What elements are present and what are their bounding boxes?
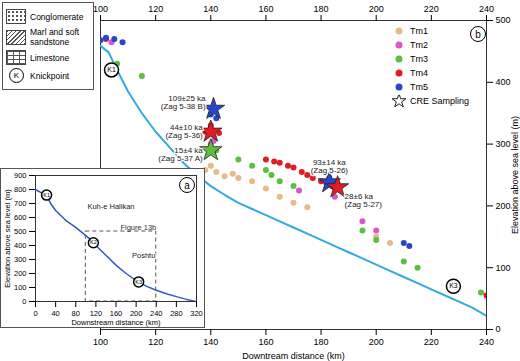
- svg-text:240: 240: [150, 309, 163, 318]
- svg-text:Downtream distance (km): Downtream distance (km): [242, 351, 345, 361]
- svg-text:0: 0: [33, 309, 37, 318]
- html-text:K: K: [13, 71, 20, 80]
- svg-text:100: 100: [496, 263, 511, 273]
- html-text:Tm2: Tm2: [410, 40, 428, 50]
- svg-text:120: 120: [148, 337, 163, 347]
- svg-text:0: 0: [22, 297, 26, 306]
- svg-text:K3: K3: [135, 279, 142, 285]
- svg-text:120: 120: [148, 4, 163, 14]
- svg-text:K1: K1: [107, 66, 116, 73]
- svg-text:80: 80: [72, 309, 80, 318]
- svg-text:200: 200: [14, 269, 27, 278]
- svg-text:100: 100: [14, 283, 27, 292]
- svg-text:160: 160: [258, 4, 273, 14]
- svg-text:15±4 ka(Zag 5-37 A): 15±4 ka(Zag 5-37 A): [158, 146, 203, 163]
- html-text:Conglomerate: Conglomerate: [30, 11, 84, 22]
- svg-text:Elevation above sea level (m): Elevation above sea level (m): [3, 189, 12, 288]
- svg-text:160: 160: [258, 337, 273, 347]
- svg-text:109±25 ka(Zag 5-38 B): 109±25 ka(Zag 5-38 B): [161, 94, 206, 111]
- svg-text:140: 140: [203, 4, 218, 14]
- svg-text:200: 200: [369, 337, 384, 347]
- html-text:CRE Sampling: CRE Sampling: [410, 96, 469, 106]
- svg-text:160: 160: [110, 309, 123, 318]
- svg-text:100: 100: [93, 4, 108, 14]
- svg-text:500: 500: [496, 15, 511, 25]
- svg-text:0: 0: [496, 324, 501, 334]
- svg-text:700: 700: [14, 199, 27, 208]
- svg-text:40: 40: [51, 309, 59, 318]
- html-text:Limestone: Limestone: [30, 52, 70, 63]
- html-text:Tm4: Tm4: [410, 68, 428, 78]
- svg-text:300: 300: [496, 139, 511, 149]
- svg-text:600: 600: [14, 213, 27, 222]
- svg-text:320: 320: [190, 309, 203, 318]
- svg-text:44±10 ka(Zag 5-36): 44±10 ka(Zag 5-36): [165, 123, 203, 140]
- svg-text:800: 800: [14, 185, 27, 194]
- svg-text:300: 300: [14, 255, 27, 264]
- svg-text:120: 120: [90, 309, 103, 318]
- svg-text:220: 220: [424, 4, 439, 14]
- svg-text:280: 280: [170, 309, 183, 318]
- svg-text:180: 180: [314, 337, 329, 347]
- svg-text:240: 240: [479, 4, 494, 14]
- html-text:Tm3: Tm3: [410, 54, 428, 64]
- svg-text:400: 400: [14, 241, 27, 250]
- html-text:a: a: [184, 179, 190, 191]
- svg-text:100: 100: [93, 337, 108, 347]
- svg-text:K2: K2: [90, 239, 97, 245]
- svg-text:500: 500: [14, 227, 27, 236]
- html-text:Knickpoint: Knickpoint: [30, 70, 70, 81]
- svg-text:K1: K1: [43, 192, 50, 198]
- svg-text:Figure 13b: Figure 13b: [120, 223, 156, 232]
- svg-text:Downstream distance (km): Downstream distance (km): [71, 318, 161, 327]
- html-text:b: b: [475, 28, 481, 40]
- svg-text:220: 220: [424, 337, 439, 347]
- svg-text:400: 400: [496, 77, 511, 87]
- svg-text:140: 140: [203, 337, 218, 347]
- svg-text:200: 200: [369, 4, 384, 14]
- svg-text:K3: K3: [449, 282, 458, 289]
- svg-text:93±14 ka(Zag 5-26): 93±14 ka(Zag 5-26): [311, 158, 349, 175]
- svg-text:200: 200: [130, 309, 143, 318]
- svg-text:180: 180: [314, 4, 329, 14]
- svg-text:Poshtu: Poshtu: [132, 251, 155, 260]
- svg-text:28±6 ka(Zag 5-27): 28±6 ka(Zag 5-27): [345, 192, 383, 209]
- svg-text:240: 240: [479, 337, 494, 347]
- svg-text:Kuh-e Halikan: Kuh-e Halikan: [87, 202, 134, 211]
- svg-text:Elevation above sea level (m): Elevation above sea level (m): [510, 116, 520, 234]
- svg-text:900: 900: [14, 171, 27, 180]
- html-text:Tm1: Tm1: [410, 26, 428, 36]
- svg-text:200: 200: [496, 201, 511, 211]
- html-text:Marl and soft sandstone: Marl and soft sandstone: [30, 27, 80, 47]
- html-text:Tm5: Tm5: [410, 82, 428, 92]
